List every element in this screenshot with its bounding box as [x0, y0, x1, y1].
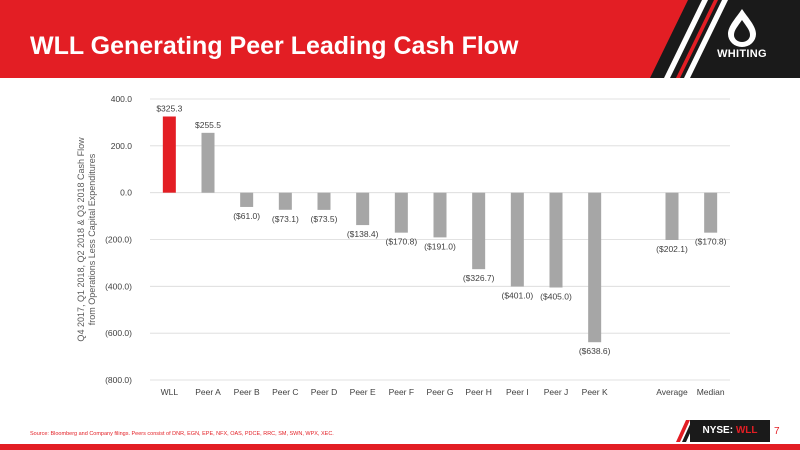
data-label: $325.3	[156, 103, 182, 113]
x-tick-label: Median	[697, 387, 725, 397]
bar	[201, 132, 215, 193]
x-tick-label: Peer A	[195, 387, 221, 397]
bar	[356, 192, 370, 226]
y-axis-label-line2: from Operations Less Capital Expenditure…	[87, 153, 97, 325]
x-tick-label: Peer K	[582, 387, 608, 397]
y-tick-label: (800.0)	[105, 375, 132, 385]
x-tick-label: Peer C	[272, 387, 298, 397]
bar	[394, 192, 408, 233]
y-tick-label: 400.0	[111, 94, 133, 104]
bar	[665, 192, 679, 240]
x-tick-label: Average	[656, 387, 688, 397]
x-tick-label: Peer I	[506, 387, 529, 397]
ticker-badge: NYSE: WLL	[690, 420, 770, 442]
cash-flow-bar-chart: Q4 2017, Q1 2018, Q2 2018 & Q3 2018 Cash…	[76, 94, 730, 397]
x-tick-label: Peer J	[544, 387, 569, 397]
footer-bar	[0, 444, 800, 450]
data-label: ($638.6)	[579, 346, 611, 356]
data-label: ($73.1)	[272, 214, 299, 224]
bars	[162, 116, 718, 343]
y-tick-label: (400.0)	[105, 281, 132, 291]
header-stripes	[650, 0, 800, 78]
whiting-logo: WHITING	[706, 8, 778, 70]
y-axis-ticks: 400.0 200.0 0.0 (200.0) (400.0) (600.0) (800.0…	[105, 94, 132, 385]
y-tick-label: (200.0)	[105, 235, 132, 245]
x-tick-label: Peer G	[427, 387, 454, 397]
data-labels: $325.3 $255.5 ($61.0) ($73.1) ($73.5) ($138.4…	[156, 103, 726, 356]
x-axis-ticks: WLL Peer A Peer B Peer C Peer D Peer E Peer F P…	[161, 387, 725, 397]
data-label: ($191.0)	[424, 241, 456, 251]
bar	[549, 192, 563, 288]
logo-wordmark: WHITING	[717, 48, 767, 60]
y-tick-label: 200.0	[111, 141, 133, 151]
bar	[588, 192, 602, 343]
bar	[472, 192, 486, 270]
data-label: ($61.0)	[233, 211, 260, 221]
data-label: ($405.0)	[540, 292, 572, 302]
source-footnote: Source: Bloomberg and Company filings. P…	[30, 431, 334, 437]
x-tick-label: WLL	[161, 387, 179, 397]
ticker-symbol: WLL	[735, 425, 758, 436]
y-axis-label: Q4 2017, Q1 2018, Q2 2018 & Q3 2018 Cash…	[76, 137, 97, 342]
drop-icon	[728, 9, 756, 47]
bar	[704, 192, 718, 233]
x-tick-label: Peer E	[350, 387, 376, 397]
data-label: ($401.0)	[501, 291, 533, 301]
data-label: $255.5	[195, 120, 221, 130]
header-banner: WLL Generating Peer Leading Cash Flow WH…	[0, 0, 800, 78]
x-tick-label: Peer F	[389, 387, 415, 397]
data-label: ($326.7)	[463, 273, 495, 283]
y-axis-label-line1: Q4 2017, Q1 2018, Q2 2018 & Q3 2018 Cash…	[76, 137, 86, 342]
bar	[433, 192, 447, 238]
ticker-prefix: NYSE:	[702, 425, 736, 436]
x-tick-label: Peer H	[465, 387, 491, 397]
bar	[510, 192, 524, 287]
bar	[240, 192, 254, 207]
x-tick-label: Peer B	[234, 387, 260, 397]
gridlines	[150, 98, 730, 381]
data-label: ($202.1)	[656, 244, 688, 254]
y-tick-label: (600.0)	[105, 328, 132, 338]
data-label: ($170.8)	[385, 237, 417, 247]
x-tick-label: Peer D	[311, 387, 337, 397]
bar	[162, 116, 176, 193]
data-label: ($73.5)	[311, 214, 338, 224]
bar	[278, 192, 292, 210]
y-tick-label: 0.0	[120, 188, 132, 198]
bar	[317, 192, 331, 210]
page-number: 7	[774, 426, 780, 437]
data-label: ($138.4)	[347, 229, 379, 239]
page-title: WLL Generating Peer Leading Cash Flow	[30, 32, 519, 60]
data-label: ($170.8)	[695, 237, 727, 247]
